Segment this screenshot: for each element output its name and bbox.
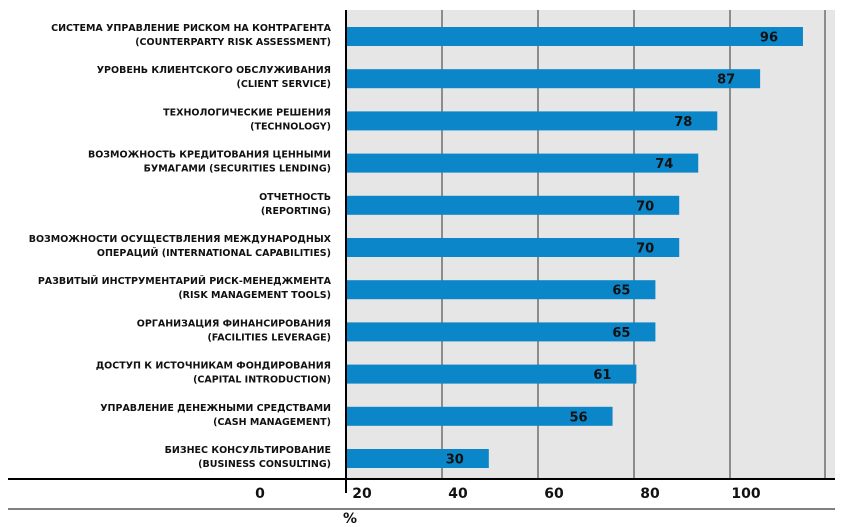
bar-2 [346, 69, 761, 89]
value-label-5: 70 [636, 199, 654, 214]
category-label-ru: ОРГАНИЗАЦИЯ ФИНАНСИРОВАНИЯ [137, 318, 331, 329]
bar-8 [346, 322, 656, 342]
value-label-8: 65 [612, 326, 630, 341]
bar-4 [346, 153, 699, 173]
category-label-10: УПРАВЛЕНИЕ ДЕНЕЖНЫМИ СРЕДСТВАМИ (CASH MAN… [100, 403, 331, 428]
category-label-en: (COUNTERPARTY RISK ASSESSMENT) [135, 37, 331, 48]
value-labels: 96 87 78 74 70 70 65 65 61 56 30 [446, 31, 778, 468]
category-label-11: БИЗНЕС КОНСУЛЬТИРОВАНИЕ (BUSINESS CONSULT… [165, 445, 331, 470]
x-axis-unit-label: % [343, 511, 357, 527]
category-label-en: (BUSINESS CONSULTING) [198, 459, 331, 470]
bar-5 [346, 195, 680, 215]
x-tick-labels: 0 20 40 60 80 100 [255, 486, 761, 502]
x-tick-label-100: 100 [731, 486, 760, 502]
category-label-ru: УПРАВЛЕНИЕ ДЕНЕЖНЫМИ СРЕДСТВАМИ [100, 403, 331, 414]
value-label-1: 96 [760, 31, 778, 46]
value-label-3: 78 [674, 115, 692, 130]
value-label-2: 87 [717, 73, 735, 88]
category-label-ru: ВОЗМОЖНОСТЬ КРЕДИТОВАНИЯ ЦЕННЫМИ [88, 150, 331, 161]
category-label-5: ОТЧЕТНОСТЬ (REPORTING) [259, 192, 331, 217]
category-label-7: РАЗВИТЫЙ ИНСТРУМЕНТАРИЙ РИСК-МЕНЕДЖМЕНТА… [38, 275, 332, 301]
category-label-1: СИСТЕМА УПРАВЛЕНИЕ РИСКОМ НА КОНТРАГЕНТА… [51, 23, 332, 48]
category-label-2: УРОВЕНЬ КЛИЕНТСКОГО ОБСЛУЖИВАНИЯ (CLIENT … [97, 65, 331, 90]
category-label-ru: РАЗВИТЫЙ ИНСТРУМЕНТАРИЙ РИСК-МЕНЕДЖМЕНТА [38, 275, 332, 287]
category-label-en: ОПЕРАЦИЙ (INTERNATIONAL CAPABILITIES) [97, 247, 331, 259]
category-label-en: (RISK MANAGEMENT TOOLS) [178, 290, 331, 301]
bar-9 [346, 364, 637, 384]
category-labels: СИСТЕМА УПРАВЛЕНИЕ РИСКОМ НА КОНТРАГЕНТА… [29, 23, 332, 470]
bar-10 [346, 406, 613, 426]
axes [8, 10, 835, 510]
category-label-6: ВОЗМОЖНОСТИ ОСУЩЕСТВЛЕНИЯ МЕЖДУНАРОДНЫХ О… [29, 234, 332, 259]
category-label-ru: ВОЗМОЖНОСТИ ОСУЩЕСТВЛЕНИЯ МЕЖДУНАРОДНЫХ [29, 234, 332, 245]
value-label-4: 74 [655, 157, 673, 172]
category-label-en: (CAPITAL INTRODUCTION) [193, 375, 331, 386]
value-label-11: 30 [446, 453, 464, 468]
category-label-8: ОРГАНИЗАЦИЯ ФИНАНСИРОВАНИЯ (FACILITIES LE… [137, 318, 331, 343]
x-tick-label-0: 0 [255, 486, 265, 502]
category-label-ru: СИСТЕМА УПРАВЛЕНИЕ РИСКОМ НА КОНТРАГЕНТА [51, 23, 332, 34]
category-label-en: (REPORTING) [261, 206, 331, 217]
category-label-ru: ТЕХНОЛОГИЧЕСКИЕ РЕШЕНИЯ [163, 107, 331, 118]
bar-3 [346, 111, 718, 131]
value-label-7: 65 [612, 284, 630, 299]
value-label-10: 56 [570, 410, 588, 425]
category-label-4: ВОЗМОЖНОСТЬ КРЕДИТОВАНИЯ ЦЕННЫМИ БУМАГАМИ… [88, 150, 331, 175]
value-label-6: 70 [636, 242, 654, 257]
category-label-ru: БИЗНЕС КОНСУЛЬТИРОВАНИЕ [165, 445, 331, 456]
bar-11 [346, 449, 489, 468]
category-label-en: БУМАГАМИ (SECURITIES LENDING) [144, 164, 331, 175]
x-tick-label-40: 40 [448, 486, 468, 502]
bars [346, 27, 803, 468]
category-label-ru: ДОСТУП К ИСТОЧНИКАМ ФОНДИРОВАНИЯ [96, 361, 331, 372]
category-label-3: ТЕХНОЛОГИЧЕСКИЕ РЕШЕНИЯ (TECHNOLOGY) [163, 107, 331, 132]
bar-1 [346, 27, 803, 46]
category-label-ru: УРОВЕНЬ КЛИЕНТСКОГО ОБСЛУЖИВАНИЯ [97, 65, 331, 76]
x-tick-label-20: 20 [352, 486, 372, 502]
category-label-9: ДОСТУП К ИСТОЧНИКАМ ФОНДИРОВАНИЯ (CAPITAL… [96, 361, 331, 386]
bar-7 [346, 280, 656, 300]
x-tick-label-80: 80 [640, 486, 660, 502]
category-label-en: (TECHNOLOGY) [250, 121, 331, 132]
category-label-ru: ОТЧЕТНОСТЬ [259, 192, 331, 203]
category-label-en: (CASH MANAGEMENT) [213, 417, 331, 428]
x-tick-label-60: 60 [544, 486, 564, 502]
category-label-en: (FACILITIES LEVERAGE) [207, 332, 331, 343]
category-label-en: (CLIENT SERVICE) [237, 79, 331, 90]
bar-6 [346, 238, 680, 257]
value-label-9: 61 [593, 368, 611, 383]
